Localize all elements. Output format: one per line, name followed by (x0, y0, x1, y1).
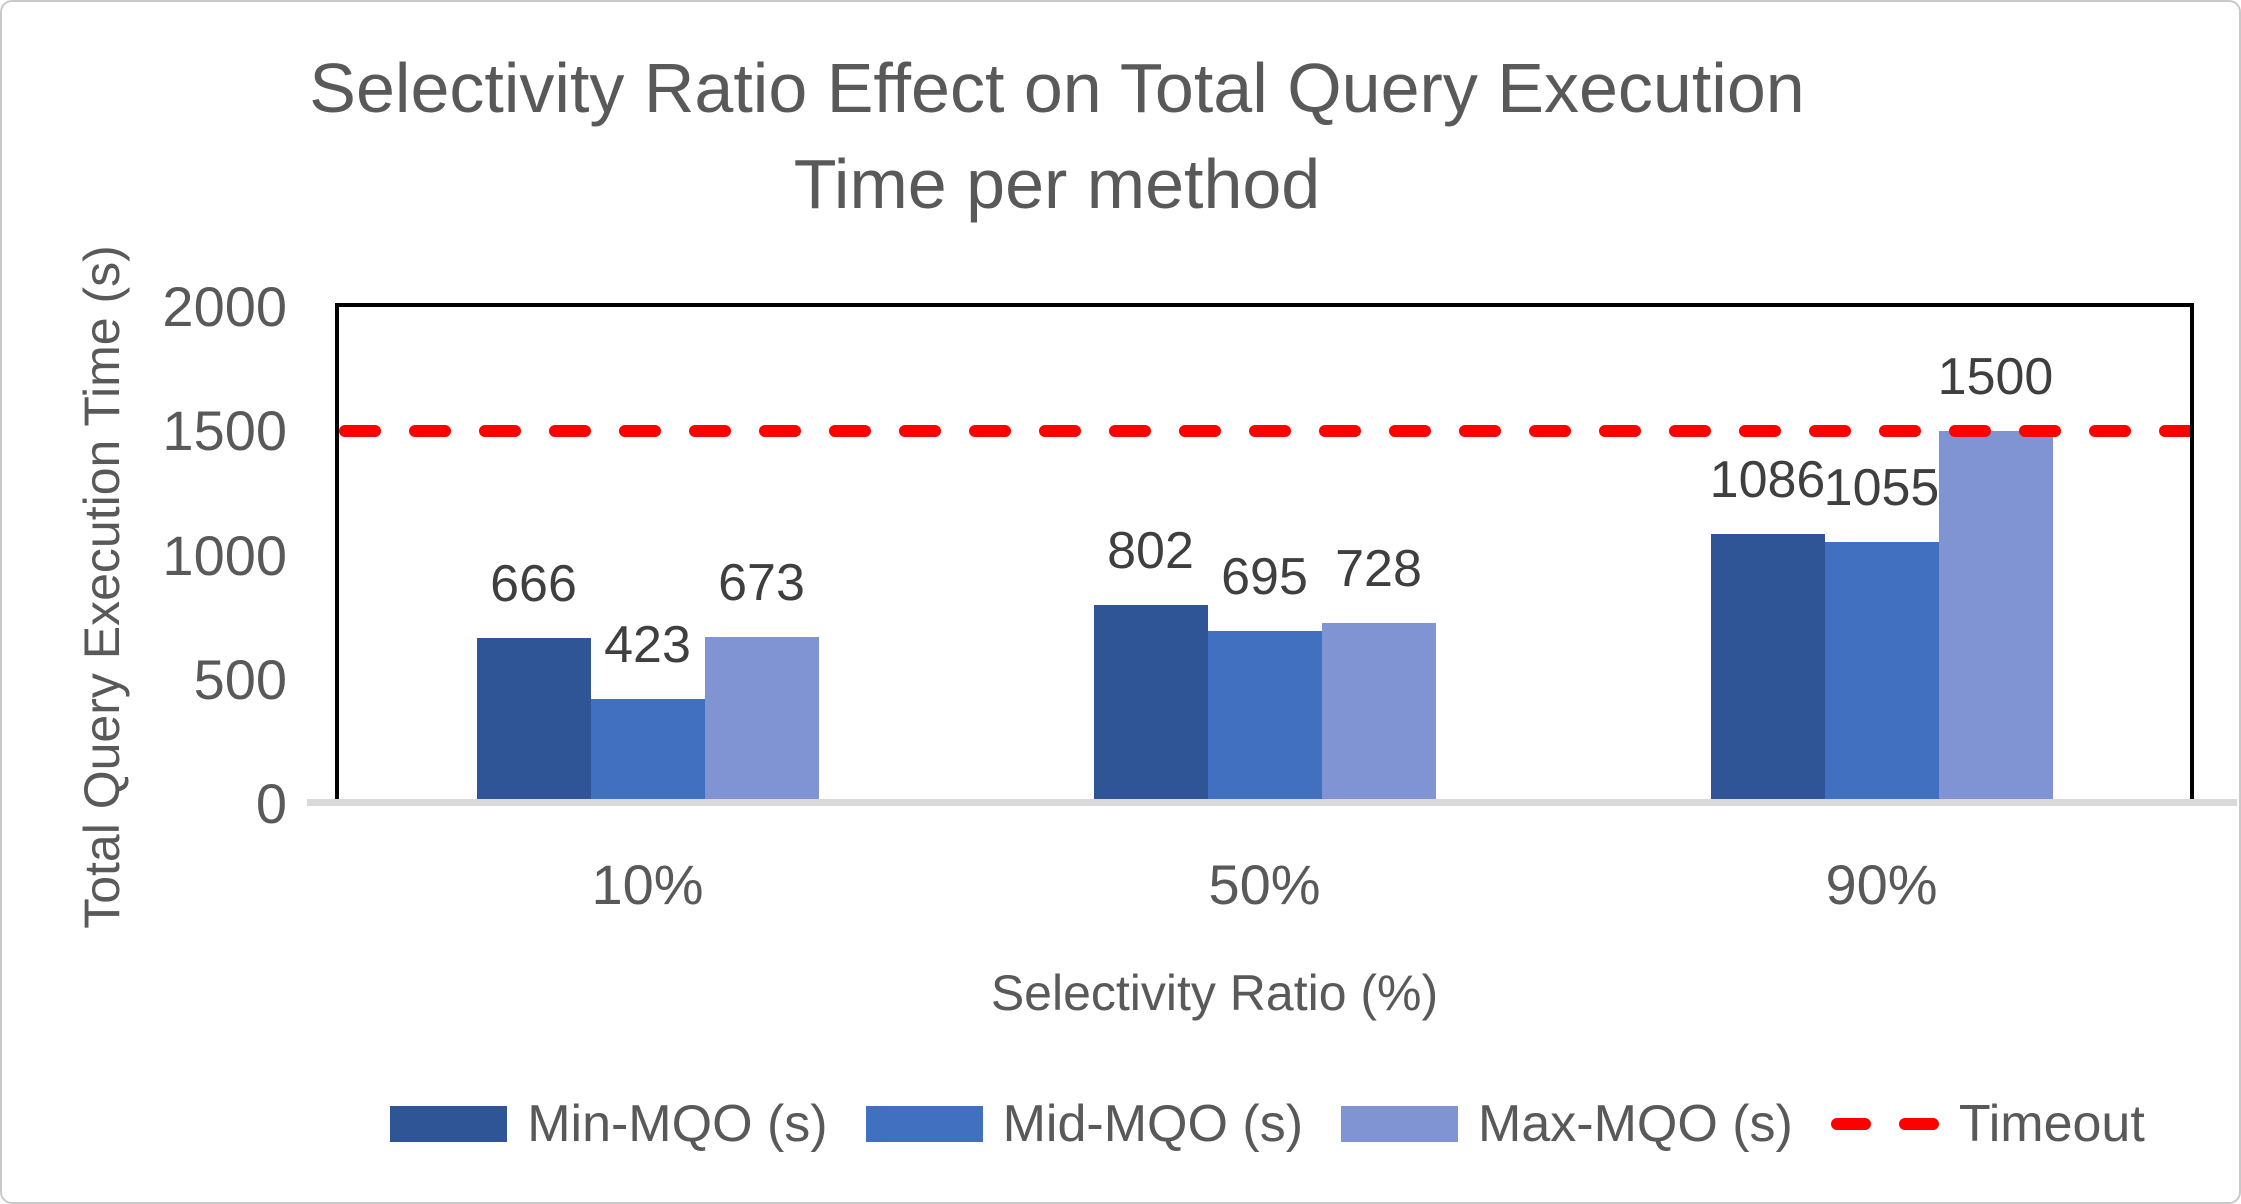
legend-label: Timeout (1958, 1095, 2145, 1153)
bar-min-mqo-s-50: 802 (1093, 525, 1208, 804)
timeout-dash (1249, 425, 1291, 438)
bar-min-mqo-s-10: 666 (476, 558, 591, 804)
bar-value-label: 728 (1335, 540, 1422, 598)
timeout-dash (2159, 425, 2190, 438)
bar-mid-mqo-s-90: 1055 (1824, 462, 1939, 804)
timeout-dash (969, 425, 1011, 438)
timeout-dash (619, 425, 661, 438)
legend-swatch (1341, 1106, 1459, 1142)
plot-area: 666 423 673 802 695 728 1086 1055 1500 (335, 303, 2194, 804)
legend-item-timeout: Timeout (1830, 1095, 2145, 1153)
timeout-dash (1389, 425, 1431, 438)
timeout-dash (1669, 425, 1711, 438)
timeout-dash (1898, 1118, 1939, 1130)
chart-title: Selectivity Ratio Effect on Total Query … (2, 40, 2112, 232)
legend-item-mid-mqo-s: Mid-MQO (s) (865, 1095, 1304, 1153)
bar-groups: 666 423 673 802 695 728 1086 1055 1500 (339, 307, 2190, 804)
bar-group-90: 1086 1055 1500 (1573, 307, 2190, 804)
timeout-dash (409, 425, 451, 438)
x-tick-label: 90% (1825, 853, 1938, 916)
bar-max-mqo-s-90: 1500 (1938, 351, 2053, 804)
timeout-dash (1529, 425, 1571, 438)
timeout-dash (899, 425, 941, 438)
y-tick-label: 1000 (162, 523, 287, 587)
timeout-dash (1879, 425, 1921, 438)
chart-title-line-1: Selectivity Ratio Effect on Total Query … (309, 49, 1805, 127)
timeout-dash (1739, 425, 1781, 438)
bar-mid-mqo-s-10: 423 (590, 619, 705, 804)
timeout-dash (1949, 425, 1991, 438)
y-tick-label: 1500 (162, 399, 287, 463)
x-axis-tick-labels: 10% 50% 90% (339, 857, 2190, 913)
bar-value-label: 802 (1107, 522, 1194, 580)
timeout-dash (1830, 1118, 1871, 1130)
timeout-dash (1039, 425, 1081, 438)
y-tick-label: 2000 (162, 275, 287, 338)
timeout-dash (1809, 425, 1851, 438)
timeout-dash (829, 425, 871, 438)
legend-swatch (865, 1106, 983, 1142)
bar-value-label: 666 (490, 555, 577, 613)
y-tick-label: 0 (255, 772, 287, 835)
timeout-dash (1599, 425, 1641, 438)
timeout-dash (2019, 425, 2061, 438)
timeout-dash (549, 425, 591, 438)
bar-group-50: 802 695 728 (956, 307, 1573, 804)
legend-item-min-mqo-s: Min-MQO (s) (390, 1095, 828, 1153)
x-tick-label: 10% (591, 853, 704, 916)
bar-min-mqo-s-90: 1086 (1710, 454, 1825, 804)
bar-max-mqo-s-10: 673 (704, 557, 819, 804)
timeout-dash (2089, 425, 2131, 438)
bar-value-label: 423 (604, 616, 691, 674)
timeout-dash (689, 425, 731, 438)
x-axis-line (307, 799, 2237, 806)
legend-label: Max-MQO (s) (1478, 1095, 1793, 1153)
timeout-line (339, 425, 2190, 438)
timeout-dash (339, 425, 381, 438)
bar-mid-mqo-s-50: 695 (1207, 551, 1322, 804)
timeout-dash (1459, 425, 1501, 438)
x-axis-title: Selectivity Ratio (%) (990, 965, 1439, 1021)
legend-item-max-mqo-s: Max-MQO (s) (1341, 1096, 1793, 1152)
bar-value-label: 695 (1221, 548, 1308, 606)
legend-label: Min-MQO (s) (527, 1095, 828, 1153)
legend-swatch (390, 1106, 508, 1142)
timeout-dash (479, 425, 521, 438)
timeout-dash (1179, 425, 1221, 438)
legend: Min-MQO (s) Mid-MQO (s) Max-MQO (s) Timeout (2, 1088, 2239, 1160)
timeout-dash (1319, 425, 1361, 438)
chart-title-line-2: Time per method (793, 145, 1321, 223)
bar-value-label: 673 (718, 554, 805, 612)
bar-value-label: 1055 (1823, 459, 1940, 517)
bar-max-mqo-s-50: 728 (1321, 543, 1436, 804)
bar-group-10: 666 423 673 (339, 307, 956, 804)
timeout-dash-marker (1830, 1118, 1939, 1130)
timeout-dash (759, 425, 801, 438)
x-tick-label: 50% (1208, 853, 1321, 916)
legend-label: Mid-MQO (s) (1002, 1095, 1304, 1153)
bar-value-label: 1086 (1709, 451, 1826, 509)
timeout-dash (1109, 425, 1151, 438)
y-tick-label: 500 (193, 647, 287, 711)
bar-value-label: 1500 (1937, 348, 2054, 406)
